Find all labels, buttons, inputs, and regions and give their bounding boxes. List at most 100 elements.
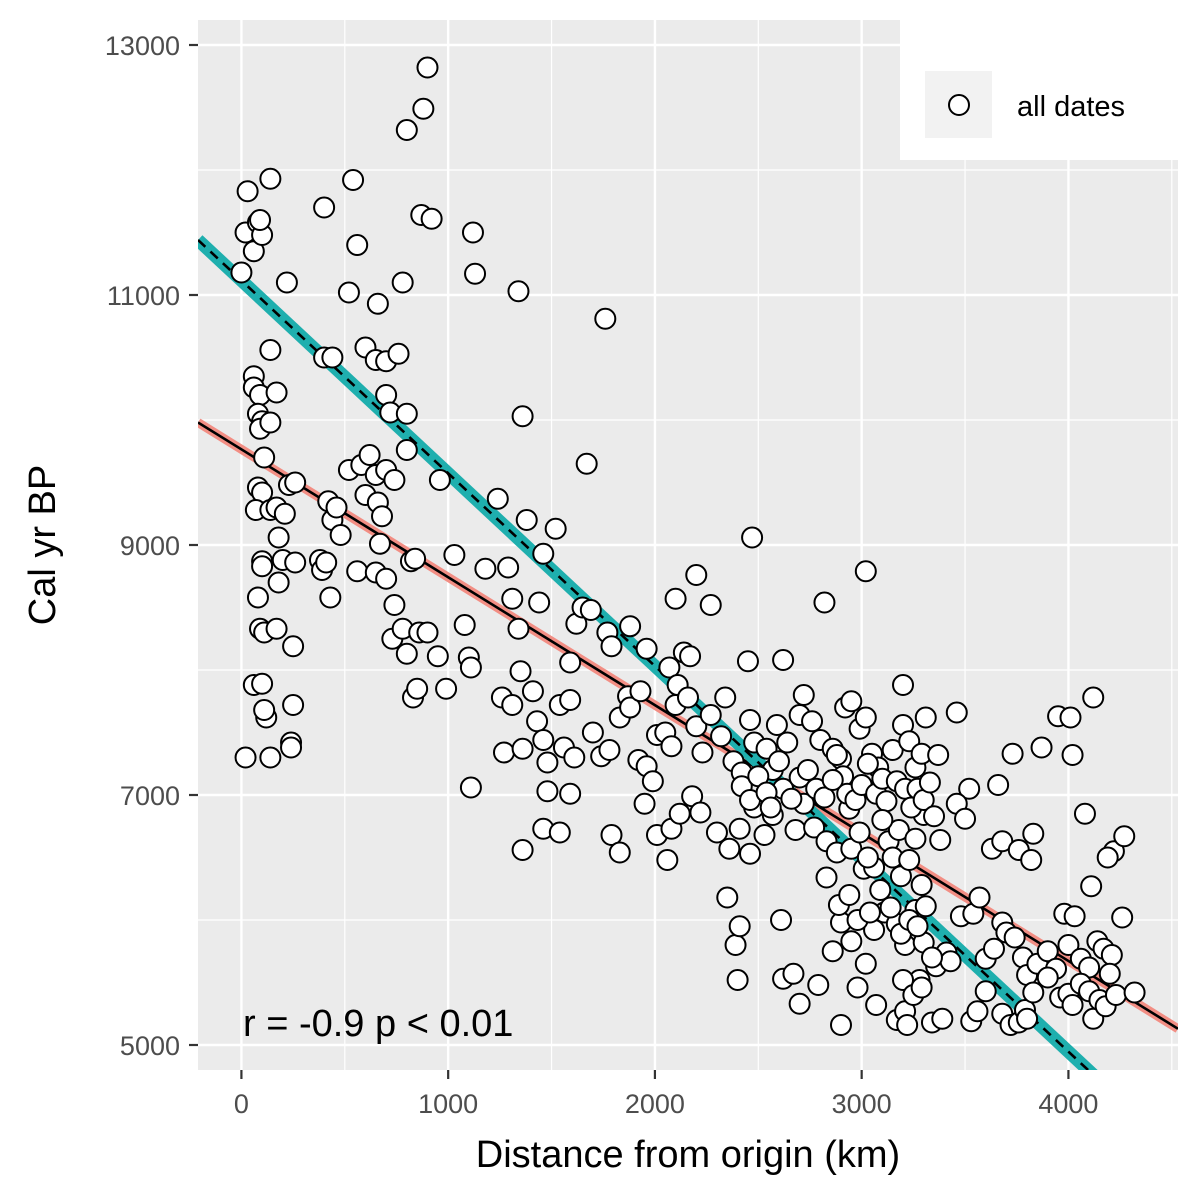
data-point bbox=[267, 571, 290, 594]
data-point bbox=[641, 770, 664, 793]
data-point bbox=[275, 271, 298, 294]
data-point bbox=[974, 980, 997, 1003]
data-point bbox=[559, 651, 582, 674]
data-point bbox=[741, 526, 764, 549]
data-point bbox=[660, 735, 683, 758]
data-point bbox=[714, 686, 737, 709]
data-point bbox=[939, 950, 962, 973]
data-point bbox=[954, 807, 977, 830]
data-point bbox=[929, 829, 952, 851]
data-point bbox=[858, 901, 881, 924]
legend-entry-all-dates: all dates bbox=[1017, 91, 1125, 123]
data-point bbox=[619, 615, 642, 638]
x-tick-label: 0 bbox=[234, 1089, 249, 1119]
data-point bbox=[575, 452, 598, 475]
x-tick-label: 4000 bbox=[1038, 1089, 1098, 1119]
data-point bbox=[892, 969, 915, 991]
data-point bbox=[532, 729, 555, 751]
data-point bbox=[1111, 906, 1134, 929]
data-point bbox=[313, 196, 336, 219]
data-point bbox=[664, 587, 687, 610]
data-point bbox=[280, 736, 303, 759]
data-point bbox=[383, 469, 406, 491]
data-point bbox=[784, 819, 807, 841]
data-point bbox=[507, 280, 530, 303]
data-point bbox=[918, 771, 941, 794]
data-point bbox=[579, 599, 602, 621]
data-point bbox=[416, 56, 439, 79]
data-point bbox=[829, 1014, 852, 1036]
data-point bbox=[526, 710, 549, 733]
data-point bbox=[856, 752, 879, 775]
data-point bbox=[600, 824, 623, 846]
data-point bbox=[982, 937, 1005, 960]
data-point bbox=[507, 617, 530, 640]
data-point bbox=[904, 827, 927, 850]
data-point bbox=[728, 915, 751, 938]
data-point bbox=[395, 439, 418, 461]
y-tick-label: 5000 bbox=[120, 1031, 180, 1061]
data-point bbox=[629, 680, 652, 703]
data-point bbox=[780, 787, 803, 810]
data-point bbox=[968, 886, 991, 909]
data-point bbox=[253, 699, 276, 721]
y-tick-label: 9000 bbox=[120, 531, 180, 561]
data-point bbox=[813, 591, 836, 614]
data-point bbox=[920, 946, 943, 969]
data-point bbox=[412, 97, 435, 120]
data-point bbox=[825, 744, 848, 766]
data-point bbox=[315, 551, 338, 574]
data-point bbox=[284, 471, 307, 494]
data-point bbox=[796, 759, 819, 781]
data-point bbox=[435, 677, 458, 700]
data-point bbox=[521, 680, 544, 703]
data-point bbox=[1020, 849, 1043, 871]
data-points bbox=[230, 56, 1146, 1036]
data-point bbox=[515, 509, 538, 531]
data-point bbox=[1123, 981, 1146, 1004]
data-point bbox=[865, 994, 888, 1016]
data-point bbox=[420, 207, 443, 230]
data-point bbox=[253, 446, 276, 469]
data-point bbox=[509, 660, 532, 683]
data-point bbox=[854, 952, 877, 975]
data-point bbox=[325, 496, 348, 519]
data-point bbox=[1061, 744, 1084, 766]
data-point bbox=[474, 557, 497, 580]
data-point bbox=[404, 547, 427, 570]
data-point bbox=[931, 1007, 954, 1030]
data-point bbox=[428, 469, 451, 491]
data-point bbox=[600, 635, 623, 658]
data-point bbox=[1100, 944, 1123, 966]
data-point bbox=[910, 874, 933, 896]
data-point bbox=[765, 714, 788, 736]
axes: 0 1000 2000 3000 4000 5000 7000 9000 11000 13000 bbox=[105, 31, 1099, 1119]
data-point bbox=[699, 594, 722, 616]
data-point bbox=[856, 846, 879, 869]
data-point bbox=[840, 930, 863, 953]
data-point bbox=[875, 790, 898, 813]
data-point bbox=[259, 411, 282, 434]
data-point bbox=[1003, 926, 1026, 949]
data-point bbox=[718, 837, 741, 860]
data-point bbox=[375, 567, 398, 590]
data-point bbox=[528, 591, 551, 614]
data-point bbox=[854, 560, 877, 583]
data-point bbox=[368, 532, 391, 555]
data-point bbox=[234, 746, 257, 769]
data-point bbox=[898, 849, 921, 871]
data-point bbox=[342, 169, 365, 191]
legend: all dates bbox=[900, 20, 1178, 160]
data-point bbox=[879, 896, 902, 919]
data-point bbox=[598, 739, 621, 761]
data-point bbox=[776, 731, 799, 754]
data-point bbox=[581, 721, 604, 744]
data-point bbox=[337, 281, 360, 304]
data-point bbox=[1113, 825, 1136, 848]
data-point bbox=[815, 866, 838, 889]
data-point bbox=[1016, 1007, 1039, 1030]
data-point bbox=[869, 879, 892, 901]
data-point bbox=[807, 974, 830, 996]
data-point bbox=[391, 271, 414, 294]
data-point bbox=[838, 884, 861, 906]
